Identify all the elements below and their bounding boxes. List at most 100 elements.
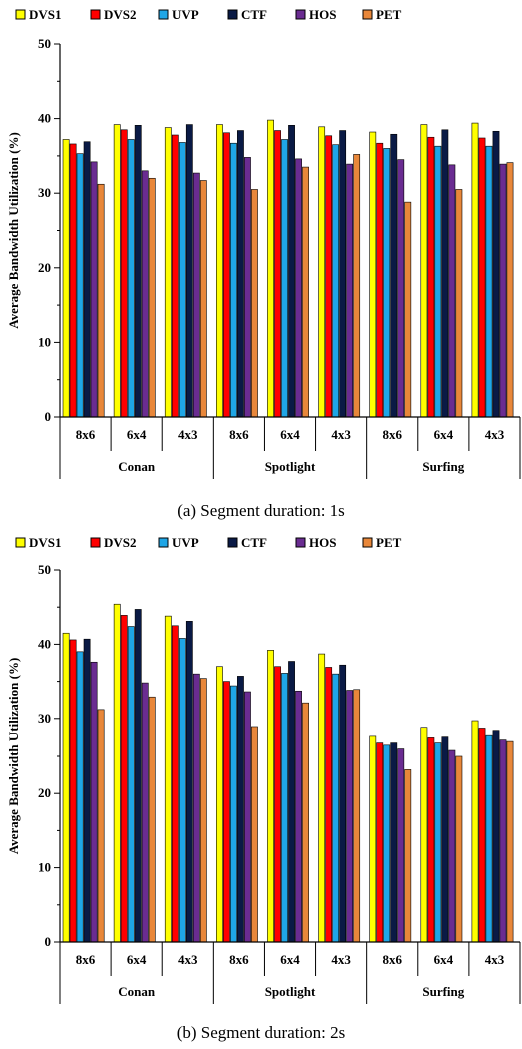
series-pet xyxy=(97,154,514,418)
bar-uvp xyxy=(485,734,493,943)
bar-pet xyxy=(506,162,514,418)
legend-label-dvs2: DVS2 xyxy=(104,7,137,22)
group-label-conan: Conan xyxy=(118,459,156,474)
bar-dvs2 xyxy=(120,129,128,418)
bar-uvp xyxy=(281,673,288,943)
bar-hos xyxy=(346,690,354,943)
series-dvs1 xyxy=(62,603,479,943)
bar-dvs2 xyxy=(223,132,230,418)
bar-dvs1 xyxy=(420,727,428,943)
chart-caption: (b) Segment duration: 2s xyxy=(177,1023,346,1042)
bar-pet xyxy=(148,696,156,943)
bar-dvs1 xyxy=(216,124,223,418)
y-tick-label: 20 xyxy=(38,260,51,275)
bar-ctf xyxy=(492,130,500,418)
bar-ctf xyxy=(339,664,347,943)
bar-dvs1 xyxy=(318,126,326,418)
bar-uvp xyxy=(76,153,84,418)
bar-hos xyxy=(346,163,354,418)
x-tick-label: 6x4 xyxy=(434,427,454,442)
bar-uvp xyxy=(485,145,493,418)
legend-swatch-hos xyxy=(295,537,306,548)
bar-hos xyxy=(295,690,302,943)
series-hos xyxy=(90,157,507,418)
bar-ctf xyxy=(492,730,500,943)
legend-label-uvp: UVP xyxy=(172,535,199,550)
bar-pet xyxy=(97,709,105,943)
chart-panel-b: DVS1 DVS2 UVP CTF HOS PET 0 10 20 30 40 50 Average B… xyxy=(6,535,521,1042)
bar-pet xyxy=(353,689,361,943)
bar-dvs1 xyxy=(113,603,121,943)
x-tick-label: 4x3 xyxy=(178,952,198,967)
y-tick-label: 30 xyxy=(38,185,51,200)
legend-label-pet: PET xyxy=(376,7,402,22)
y-tick-label: 20 xyxy=(38,785,51,800)
bar-dvs1 xyxy=(113,124,121,418)
bar-ctf xyxy=(339,130,347,418)
bar-dvs2 xyxy=(325,667,333,943)
x-tick-label: 8x6 xyxy=(76,427,96,442)
bar-hos xyxy=(244,157,251,418)
bar-ctf xyxy=(390,742,398,943)
y-tick-label: 10 xyxy=(38,860,51,875)
group-label-surfing: Surfing xyxy=(422,459,464,474)
bar-pet xyxy=(199,180,207,418)
legend-label-hos: HOS xyxy=(309,535,336,550)
bar-dvs2 xyxy=(69,639,77,943)
legend-label-dvs2: DVS2 xyxy=(104,535,137,550)
x-tick-label: 4x3 xyxy=(331,952,351,967)
bar-dvs1 xyxy=(369,735,377,943)
bar-dvs1 xyxy=(318,653,326,943)
bar-pet xyxy=(199,678,207,943)
chart-caption: (a) Segment duration: 1s xyxy=(177,501,345,520)
bar-hos xyxy=(90,161,98,418)
bar-dvs1 xyxy=(420,124,428,418)
bar-uvp xyxy=(178,142,186,418)
bar-pet xyxy=(455,755,463,943)
group-label-surfing: Surfing xyxy=(422,984,464,999)
x-tick-label: 8x6 xyxy=(76,952,96,967)
series-ctf xyxy=(83,609,500,943)
group-label-conan: Conan xyxy=(118,984,156,999)
legend-swatch-dvs2 xyxy=(90,9,101,20)
legend-swatch-ctf xyxy=(227,537,238,548)
bar-dvs1 xyxy=(62,139,70,418)
y-tick-label: 10 xyxy=(38,334,51,349)
bar-dvs2 xyxy=(274,666,281,943)
x-tick-label: 8x6 xyxy=(229,427,249,442)
bar-pet xyxy=(251,189,258,418)
legend-swatch-dvs1 xyxy=(15,9,26,20)
bar-uvp xyxy=(383,744,391,943)
legend-label-pet: PET xyxy=(376,535,402,550)
bar-dvs1 xyxy=(267,119,274,418)
bar-pet xyxy=(353,154,361,418)
bar-dvs2 xyxy=(376,742,384,943)
bar-pet xyxy=(251,726,258,943)
bar-dvs2 xyxy=(120,615,128,943)
bar-pet xyxy=(302,166,309,418)
legend-swatch-uvp xyxy=(158,9,169,20)
bar-pet xyxy=(97,183,105,418)
bar-ctf xyxy=(288,125,295,418)
bar-hos xyxy=(397,159,405,418)
bar-dvs2 xyxy=(478,728,486,943)
bar-ctf xyxy=(83,141,91,418)
y-tick-label: 40 xyxy=(38,636,51,651)
group-label-spotlight: Spotlight xyxy=(265,984,316,999)
bar-uvp xyxy=(434,145,442,418)
bar-dvs2 xyxy=(69,143,77,418)
x-tick-label: 4x3 xyxy=(178,427,198,442)
bar-ctf xyxy=(134,609,142,943)
bar-dvs2 xyxy=(478,137,486,418)
y-tick-label: 0 xyxy=(45,934,52,949)
bar-dvs2 xyxy=(427,136,435,418)
legend-label-uvp: UVP xyxy=(172,7,199,22)
bar-pet xyxy=(302,702,309,943)
x-tick-label: 6x4 xyxy=(127,427,147,442)
bar-ctf xyxy=(83,638,91,943)
legend-label-ctf: CTF xyxy=(241,7,267,22)
bar-hos xyxy=(244,691,251,943)
bar-uvp xyxy=(178,638,186,943)
series-ctf xyxy=(83,124,500,418)
